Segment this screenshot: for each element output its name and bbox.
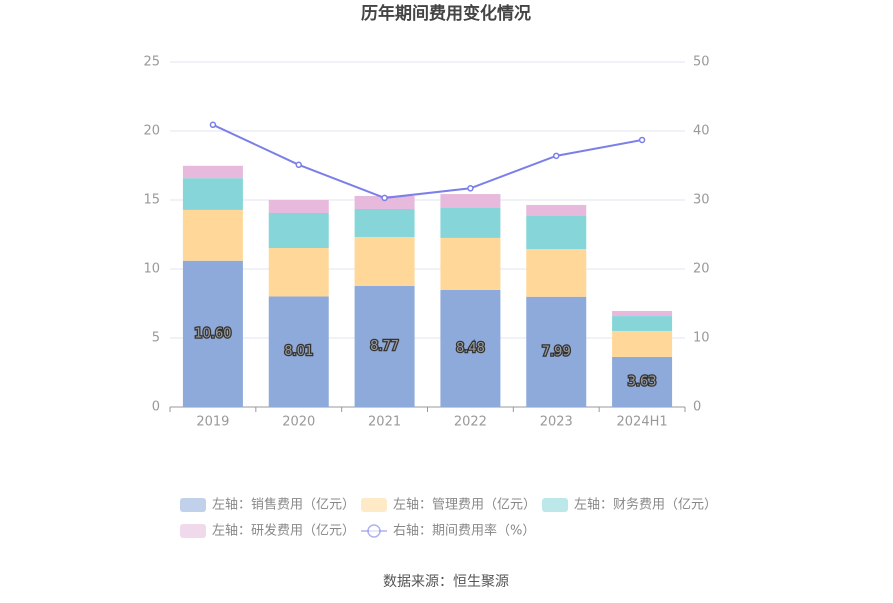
line-point: [553, 152, 560, 160]
bar-segment: [354, 285, 415, 407]
legend-label: 右轴：期间费用率（%）: [393, 523, 535, 539]
legend-swatch: [542, 498, 568, 512]
legend-swatch: [180, 498, 206, 512]
y-tick-label: 15: [143, 193, 160, 208]
legend-label: 左轴：销售费用（亿元）: [212, 497, 355, 513]
bar-segment: [612, 356, 673, 407]
y2-tick-label: 10: [693, 331, 710, 346]
y2-tick-label: 30: [693, 193, 710, 208]
bar-segment: [612, 330, 673, 357]
x-tick-label: 2021: [368, 415, 401, 430]
bar-segment: [354, 195, 415, 209]
bar-segment: [268, 212, 329, 249]
chart-title: 历年期间费用变化情况: [361, 3, 531, 24]
bar-segment: [182, 260, 243, 407]
bar-segment: [354, 208, 415, 237]
source-note: 数据来源：恒生聚源: [383, 574, 509, 590]
y2-tick-label: 50: [693, 55, 710, 70]
line-point: [295, 161, 302, 169]
bar-segment: [526, 296, 587, 407]
bar-segment: [526, 216, 587, 249]
bar-segment: [182, 209, 243, 261]
legend-swatch: [367, 524, 381, 538]
x-tick-label: 2020: [282, 415, 315, 430]
line-point: [638, 136, 646, 144]
value-label: 3.63: [628, 374, 657, 389]
x-tick-label: 2022: [454, 415, 487, 430]
bar-segment: [440, 194, 501, 209]
bar-segment: [182, 165, 243, 179]
y2-tick-label: 0: [693, 400, 701, 415]
legend-label: 左轴：研发费用（亿元）: [212, 523, 355, 539]
x-tick-label: 2023: [540, 415, 573, 430]
bar-segment: [526, 248, 587, 297]
value-label: 7.99: [542, 344, 571, 359]
value-label: 8.77: [370, 339, 399, 354]
y2-tick-label: 40: [693, 124, 710, 139]
legend-swatch: [180, 524, 206, 538]
value-label: 10.60: [194, 326, 231, 341]
value-label: 8.48: [456, 341, 485, 356]
y-tick-label: 0: [152, 400, 160, 415]
y2-tick-label: 20: [693, 262, 710, 277]
bar-segment: [268, 296, 329, 407]
y-tick-label: 25: [143, 55, 160, 70]
bar-segment: [526, 204, 587, 217]
y-tick-label: 20: [143, 124, 160, 139]
bar-segment: [612, 316, 673, 331]
y-tick-label: 5: [152, 331, 160, 346]
value-label: 8.01: [284, 344, 313, 359]
bar-segment: [268, 200, 329, 213]
legend-label: 左轴：财务费用（亿元）: [574, 497, 717, 513]
legend-label: 左轴：管理费用（亿元）: [393, 498, 536, 513]
bar-segment: [440, 237, 501, 290]
x-tick-label: 2024H1: [617, 415, 668, 430]
bar-segment: [182, 178, 243, 210]
bar-segment: [440, 289, 501, 407]
bar-segment: [612, 310, 673, 317]
y-tick-label: 10: [143, 262, 160, 277]
x-tick-label: 2019: [196, 415, 229, 430]
line-point: [467, 185, 474, 192]
bar-segment: [440, 208, 501, 238]
line-point: [381, 194, 388, 202]
line-point: [209, 121, 217, 129]
bar-segment: [354, 236, 415, 286]
legend-swatch: [361, 498, 387, 512]
bar-segment: [268, 248, 329, 297]
line: [212, 123, 643, 199]
